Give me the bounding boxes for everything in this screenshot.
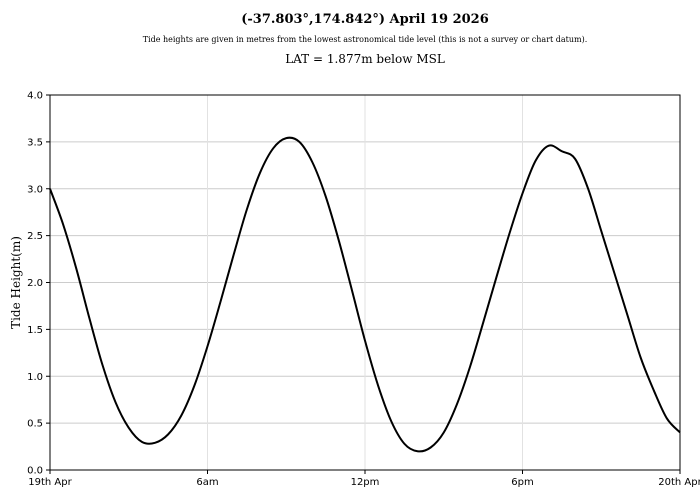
y-tick-label: 2.5 [27, 231, 43, 242]
y-tick-label: 3.0 [27, 184, 43, 195]
series-layer [49, 136, 681, 453]
y-tick-label: 2.0 [27, 278, 43, 289]
chart-subtitle: Tide heights are given in metres from th… [142, 35, 588, 44]
x-tick-label: 6pm [511, 477, 533, 488]
y-tick-label: 0.0 [27, 466, 43, 477]
x-tick-label: 12pm [351, 477, 380, 488]
x-tick-label: 6am [196, 477, 218, 488]
y-tick-label: 0.5 [27, 419, 43, 430]
y-tick-label: 3.5 [27, 137, 43, 148]
y-tick-label: 1.5 [27, 325, 43, 336]
y-tick-label: 1.0 [27, 372, 43, 383]
x-tick-label: 19th Apr [28, 477, 72, 488]
y-axis-label: Tide Height(m) [9, 236, 23, 329]
tide-height-line [49, 136, 681, 453]
lat-note: LAT = 1.877m below MSL [285, 52, 445, 66]
x-tick-label: 20th Apr [658, 477, 700, 488]
y-tick-label: 4.0 [27, 91, 43, 102]
chart-title: (-37.803°,174.842°) April 19 2026 [241, 12, 489, 27]
grid-layer [49, 94, 681, 471]
ticks-layer: 0.0 0.5 1.0 1.5 2.0 2.5 3.0 3.5 4.0 19th Apr 6am 12… [27, 91, 700, 489]
